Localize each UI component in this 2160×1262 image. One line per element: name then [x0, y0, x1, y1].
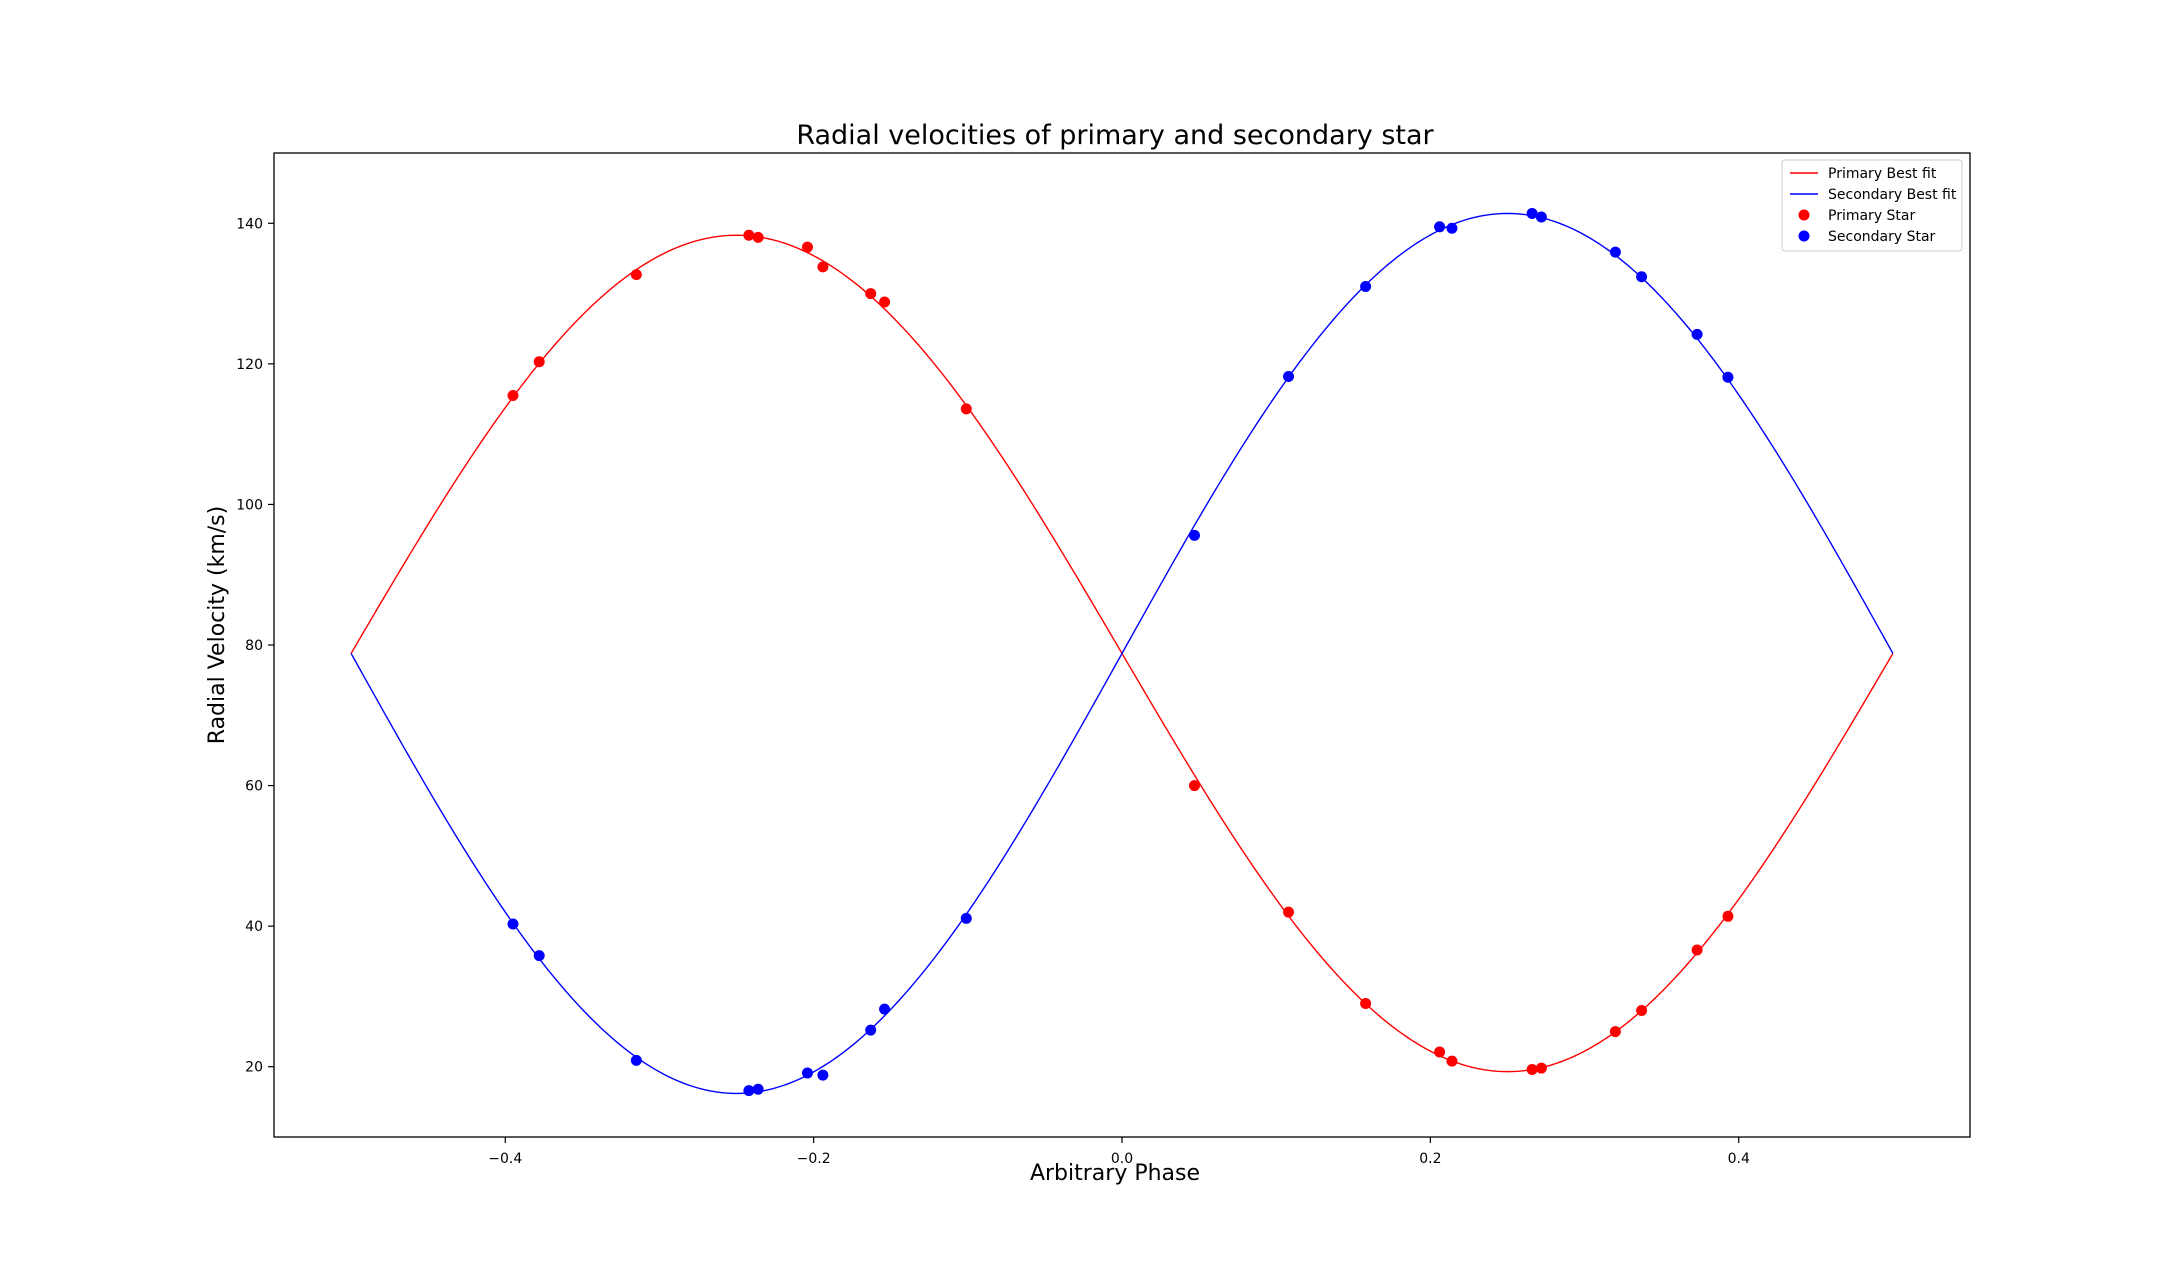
data-point-secondary-star — [1283, 371, 1295, 383]
x-tick-label: −0.2 — [797, 1151, 831, 1167]
y-tick-label: 120 — [236, 357, 263, 373]
data-point-secondary-star — [960, 912, 972, 924]
data-point-primary-star — [1636, 1004, 1648, 1016]
legend-label-secondary-star: Secondary Star — [1828, 229, 1936, 245]
data-point-secondary-star — [630, 1054, 642, 1066]
y-tick-label: 80 — [245, 638, 263, 654]
data-point-primary-star — [752, 231, 764, 243]
x-axis-label: Arbitrary Phase — [1030, 1161, 1200, 1186]
data-point-secondary-star — [1691, 328, 1703, 340]
data-point-secondary-star — [865, 1024, 877, 1036]
data-point-secondary-star — [752, 1083, 764, 1095]
data-point-secondary-star — [1434, 221, 1446, 233]
data-point-secondary-star — [1609, 246, 1621, 258]
data-point-secondary-star — [533, 950, 545, 962]
legend: Primary Best fit Secondary Best fit Primar… — [1781, 159, 1963, 252]
y-tick-label: 20 — [245, 1060, 263, 1076]
data-point-secondary-star — [743, 1085, 755, 1097]
data-point-secondary-star — [1636, 271, 1648, 283]
data-point-primary-star — [879, 296, 891, 308]
x-tick-label: 0.2 — [1419, 1151, 1441, 1167]
data-point-secondary-star — [1526, 207, 1538, 219]
data-point-primary-star — [1360, 997, 1372, 1009]
x-tick-label: −0.4 — [488, 1151, 522, 1167]
data-point-secondary-star — [1722, 371, 1734, 383]
plot-area: −0.4 −0.2 0.0 0.2 0.4 20 40 60 80 100 120 140 — [236, 152, 1971, 1167]
data-point-primary-star — [743, 229, 755, 241]
data-point-secondary-star — [1360, 281, 1372, 293]
data-point-secondary-star — [879, 1003, 891, 1015]
data-point-primary-star — [817, 261, 829, 273]
y-tick-label: 140 — [236, 216, 263, 232]
y-tick-label: 60 — [245, 779, 263, 795]
data-point-secondary-star — [1446, 222, 1458, 234]
data-point-primary-star — [1609, 1026, 1621, 1038]
data-point-secondary-star — [1188, 529, 1200, 541]
legend-marker-secondary-star — [1798, 230, 1810, 242]
data-point-secondary-star — [507, 918, 519, 930]
data-point-primary-star — [1434, 1046, 1446, 1058]
y-axis-label: Radial Velocity (km/s) — [205, 506, 230, 744]
data-point-primary-star — [1535, 1062, 1547, 1074]
data-point-primary-star — [1691, 944, 1703, 956]
data-point-secondary-star — [801, 1067, 813, 1079]
y-tick-label: 40 — [245, 919, 263, 935]
data-point-primary-star — [1283, 906, 1295, 918]
chart-title: Radial velocities of primary and seconda… — [796, 120, 1434, 151]
data-point-primary-star — [533, 356, 545, 368]
data-point-primary-star — [960, 403, 972, 415]
data-point-secondary-star — [817, 1069, 829, 1081]
data-point-primary-star — [630, 269, 642, 281]
data-point-primary-star — [1188, 780, 1200, 792]
legend-label-secondary-best-fit: Secondary Best fit — [1828, 187, 1957, 203]
data-point-secondary-star — [1535, 211, 1547, 223]
x-tick-label: 0.0 — [1111, 1151, 1133, 1167]
fit-line-secondary-best-fit — [350, 212, 1894, 1095]
x-tick-label: 0.4 — [1728, 1151, 1750, 1167]
data-point-primary-star — [1722, 910, 1734, 922]
data-point-primary-star — [1446, 1055, 1458, 1067]
y-tick-label: 100 — [236, 497, 263, 513]
legend-box — [1781, 159, 1963, 252]
legend-label-primary-star: Primary Star — [1828, 208, 1916, 224]
data-point-primary-star — [801, 241, 813, 253]
data-point-primary-star — [865, 288, 877, 300]
data-point-primary-star — [507, 389, 519, 401]
legend-label-primary-best-fit: Primary Best fit — [1828, 166, 1937, 182]
axes-frame — [273, 152, 1971, 1138]
legend-marker-primary-star — [1798, 209, 1810, 221]
data-point-primary-star — [1526, 1064, 1538, 1076]
